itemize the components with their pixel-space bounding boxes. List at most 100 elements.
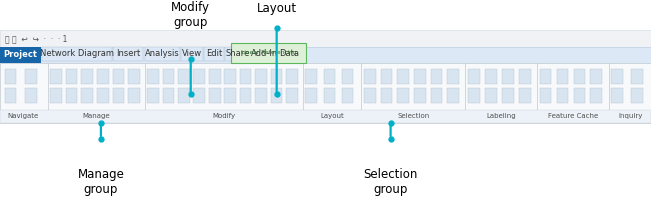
Bar (611, 69, 623, 84)
Text: View: View (182, 49, 202, 58)
Text: Selection
group: Selection group (363, 168, 418, 196)
Bar (50, 88, 62, 103)
Bar (240, 88, 251, 103)
Bar (209, 88, 221, 103)
Bar (42, 47, 112, 61)
Bar (0, 30, 651, 47)
Text: Inquiry: Inquiry (618, 113, 643, 119)
Bar (81, 88, 93, 103)
Bar (209, 69, 221, 84)
Bar (113, 69, 124, 84)
Bar (224, 69, 236, 84)
Bar (0, 110, 651, 123)
Bar (447, 88, 459, 103)
Bar (611, 88, 623, 103)
Bar (163, 69, 174, 84)
Bar (485, 69, 497, 84)
Bar (574, 69, 585, 84)
Bar (590, 88, 602, 103)
Bar (631, 88, 643, 103)
Bar (193, 69, 205, 84)
Bar (381, 69, 393, 84)
Bar (557, 88, 568, 103)
Bar (147, 88, 159, 103)
Text: Insert: Insert (116, 49, 141, 58)
Text: Manage
group: Manage group (77, 168, 124, 196)
Bar (271, 69, 283, 84)
Bar (240, 69, 251, 84)
Bar (204, 47, 224, 61)
Bar (66, 69, 77, 84)
Bar (557, 69, 568, 84)
Text: Selection: Selection (397, 113, 430, 119)
Bar (0, 47, 651, 63)
Bar (66, 88, 77, 103)
Bar (0, 47, 41, 63)
Bar (590, 69, 602, 84)
Bar (113, 88, 124, 103)
Bar (0, 63, 651, 123)
Bar (128, 69, 140, 84)
Bar (178, 88, 189, 103)
Bar (305, 88, 317, 103)
Bar (540, 88, 551, 103)
Text: Edit: Edit (206, 49, 222, 58)
Bar (342, 88, 353, 103)
Text: Navigate: Navigate (8, 113, 39, 119)
Bar (145, 47, 180, 61)
Bar (431, 69, 443, 84)
Bar (431, 88, 443, 103)
Text: Network Diagram: Network Diagram (40, 49, 114, 58)
Bar (381, 88, 393, 103)
Bar (447, 69, 459, 84)
Bar (225, 47, 250, 61)
Text: Modify: Modify (212, 113, 236, 119)
Text: Data: Data (279, 49, 299, 58)
Bar (324, 88, 335, 103)
Bar (468, 88, 480, 103)
Bar (5, 69, 16, 84)
Bar (519, 69, 531, 84)
Bar (502, 88, 514, 103)
Bar (286, 88, 298, 103)
Text: Add-In: Add-In (251, 49, 278, 58)
Bar (113, 47, 143, 61)
Bar (50, 69, 62, 84)
Bar (97, 69, 109, 84)
Bar (324, 69, 335, 84)
Text: Layout: Layout (320, 113, 344, 119)
Bar (279, 47, 300, 61)
Bar (224, 88, 236, 103)
Bar (305, 69, 317, 84)
Bar (485, 88, 497, 103)
Bar (574, 88, 585, 103)
Bar (631, 69, 643, 84)
Bar (193, 88, 205, 103)
Bar (286, 69, 298, 84)
Bar (163, 88, 174, 103)
Text: Layout: Layout (256, 2, 297, 15)
Text: Project: Project (3, 50, 38, 59)
Bar (97, 88, 109, 103)
Bar (251, 47, 277, 61)
Bar (540, 69, 551, 84)
Bar (25, 69, 37, 84)
Bar (364, 69, 376, 84)
Bar (397, 69, 409, 84)
Bar (519, 88, 531, 103)
Bar (364, 88, 376, 103)
Bar (414, 69, 426, 84)
Text: 🔵 📂  ↩  ↪  ·  ·  · 1: 🔵 📂 ↩ ↪ · · · 1 (5, 34, 68, 43)
Bar (502, 69, 514, 84)
Bar (25, 88, 37, 103)
Bar (468, 69, 480, 84)
Text: Linear Referencing: Linear Referencing (241, 50, 296, 55)
Bar (181, 47, 203, 61)
Bar (128, 88, 140, 103)
Bar (255, 88, 267, 103)
Bar (81, 69, 93, 84)
Bar (5, 88, 16, 103)
Bar (397, 88, 409, 103)
Bar (231, 43, 306, 63)
Text: Analysis: Analysis (145, 49, 180, 58)
